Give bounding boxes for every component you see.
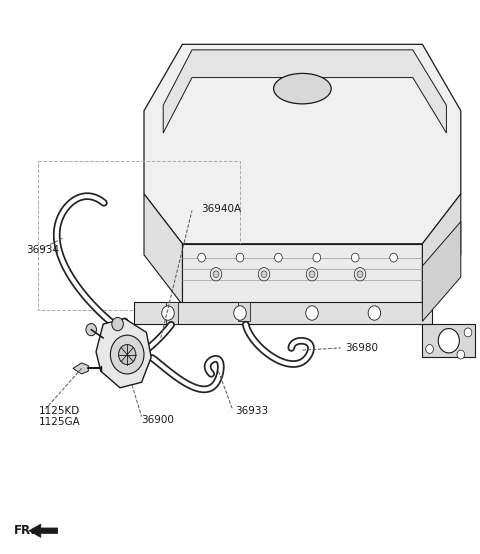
Polygon shape [163, 50, 446, 133]
Circle shape [110, 335, 144, 374]
Circle shape [390, 253, 397, 262]
Circle shape [306, 306, 318, 320]
Polygon shape [144, 44, 461, 244]
Circle shape [464, 328, 472, 337]
Polygon shape [144, 194, 182, 305]
Polygon shape [182, 244, 422, 305]
Circle shape [368, 306, 381, 320]
Circle shape [236, 253, 244, 262]
Text: 36980: 36980 [346, 343, 379, 353]
Polygon shape [422, 194, 461, 305]
Circle shape [261, 271, 267, 278]
Circle shape [234, 306, 246, 320]
Circle shape [162, 306, 174, 320]
Text: 36940A: 36940A [202, 204, 242, 214]
Ellipse shape [274, 73, 331, 104]
Circle shape [119, 345, 136, 365]
Circle shape [354, 268, 366, 281]
Circle shape [213, 271, 219, 278]
Circle shape [210, 268, 222, 281]
Polygon shape [422, 324, 475, 357]
Circle shape [313, 253, 321, 262]
Circle shape [306, 268, 318, 281]
Polygon shape [422, 222, 461, 321]
Circle shape [357, 271, 363, 278]
Circle shape [198, 253, 205, 262]
Polygon shape [238, 302, 250, 321]
Circle shape [351, 253, 359, 262]
Polygon shape [166, 302, 178, 324]
Text: 1125GA: 1125GA [38, 417, 80, 427]
Polygon shape [96, 319, 151, 388]
Circle shape [457, 350, 465, 359]
Text: 36934: 36934 [26, 245, 60, 255]
Polygon shape [29, 524, 58, 537]
Text: FR.: FR. [13, 524, 36, 537]
Polygon shape [73, 363, 88, 374]
Circle shape [426, 345, 433, 353]
Polygon shape [134, 302, 432, 324]
Circle shape [438, 329, 459, 353]
Circle shape [86, 324, 96, 336]
Circle shape [112, 317, 123, 331]
Circle shape [275, 253, 282, 262]
Circle shape [258, 268, 270, 281]
Text: 36900: 36900 [142, 415, 174, 425]
Circle shape [309, 271, 315, 278]
Text: 1125KD: 1125KD [38, 406, 80, 416]
Text: 36933: 36933 [235, 406, 268, 416]
